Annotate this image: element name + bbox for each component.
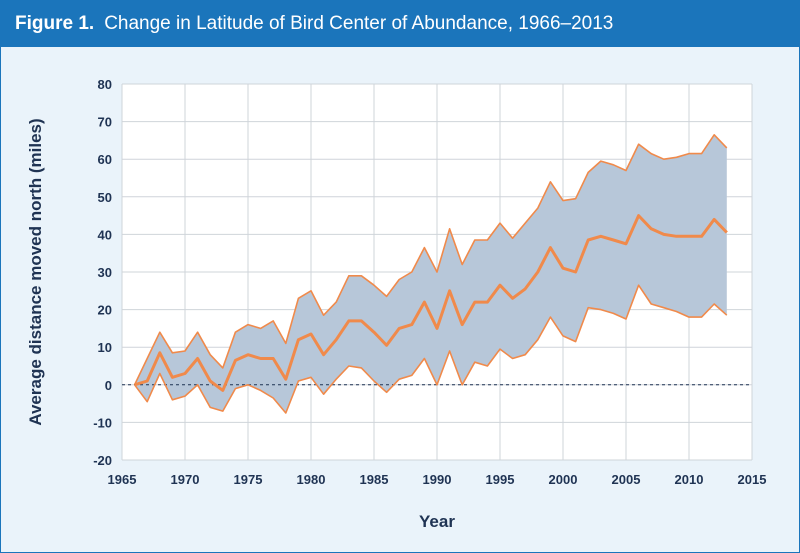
y-tick-label: 40 — [98, 227, 112, 242]
y-tick-label: 30 — [98, 265, 112, 280]
figure-header: Figure 1. Change in Latitude of Bird Cen… — [1, 1, 799, 47]
line-chart: -20 -10 0 10 20 30 40 50 60 70 80 1965 1970 1975 1980… — [26, 77, 767, 531]
figure-title: Change in Latitude of Bird Center of Abu… — [104, 13, 614, 34]
y-tick-label: 80 — [98, 77, 112, 92]
lower-bound-line — [133, 284, 728, 414]
chart-area: -20 -10 0 10 20 30 40 50 60 70 80 1965 1970 1975 1980… — [1, 47, 799, 552]
y-axis-ticks: -20 -10 0 10 20 30 40 50 60 70 80 — [93, 77, 112, 468]
y-tick-label: 10 — [98, 340, 112, 355]
figure-label: Figure 1. — [15, 13, 95, 34]
y-tick-label: 50 — [98, 190, 112, 205]
y-tick-label: -20 — [93, 453, 112, 468]
upper-bound-line — [133, 134, 728, 386]
y-tick-label: -10 — [93, 415, 112, 430]
range-band — [134, 134, 727, 414]
x-tick-label: 2005 — [612, 472, 641, 487]
x-axis-title: Year — [419, 512, 455, 531]
average-line — [134, 214, 728, 392]
x-tick-label: 1970 — [171, 472, 200, 487]
y-tick-label: 70 — [98, 115, 112, 130]
x-tick-label: 2000 — [549, 472, 578, 487]
y-tick-label: 0 — [105, 378, 112, 393]
x-tick-label: 1975 — [234, 472, 263, 487]
x-tick-label: 2010 — [675, 472, 704, 487]
y-axis-title: Average distance moved north (miles) — [26, 118, 45, 425]
x-tick-label: 1995 — [486, 472, 515, 487]
x-tick-label: 1980 — [297, 472, 326, 487]
y-tick-label: 60 — [98, 152, 112, 167]
x-tick-label: 2015 — [738, 472, 767, 487]
x-axis-ticks: 1965 1970 1975 1980 1985 1990 1995 2000 2005 2010… — [108, 472, 767, 487]
x-tick-label: 1985 — [360, 472, 389, 487]
y-tick-label: 20 — [98, 303, 112, 318]
x-tick-label: 1990 — [423, 472, 452, 487]
x-tick-label: 1965 — [108, 472, 137, 487]
